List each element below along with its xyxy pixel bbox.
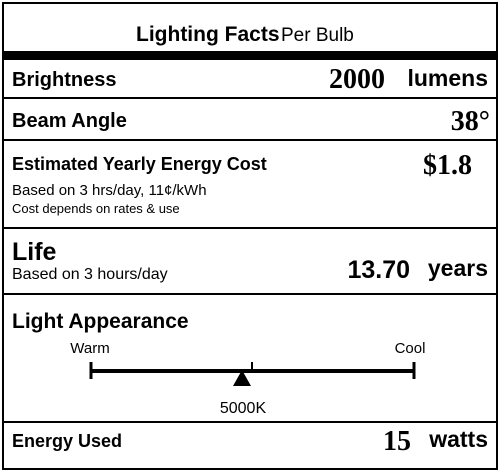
scale-value: 5000K [220,400,267,417]
row-unit: years [428,255,488,281]
row-unit: lumens [407,65,488,91]
row-value: $1.8 [423,150,472,181]
row-note: Cost depends on rates & use [12,201,180,216]
row-label: Energy Used [12,431,122,451]
row-value: 13.70 [347,256,410,284]
row-note: Based on 3 hrs/day, 11¢/kWh [12,182,207,199]
scale-marker [233,370,251,386]
row-note: Based on 3 hours/day [12,266,168,283]
scale-end: Cool [395,340,426,357]
title: Lighting Facts [136,23,280,46]
row-value: 38° [451,106,490,137]
subtitle: Per Bulb [281,25,354,46]
scale-end: Warm [70,340,109,357]
row-label: Light Appearance [12,310,189,333]
row-label: Life [12,238,57,266]
row-label: Beam Angle [12,110,127,132]
row-label: Estimated Yearly Energy Cost [12,154,267,174]
thick-rule [3,51,497,60]
row-value: 2000 [329,64,385,95]
row-value: 15 [383,426,411,457]
row-unit: watts [428,426,488,452]
row-label: Brightness [12,69,116,91]
